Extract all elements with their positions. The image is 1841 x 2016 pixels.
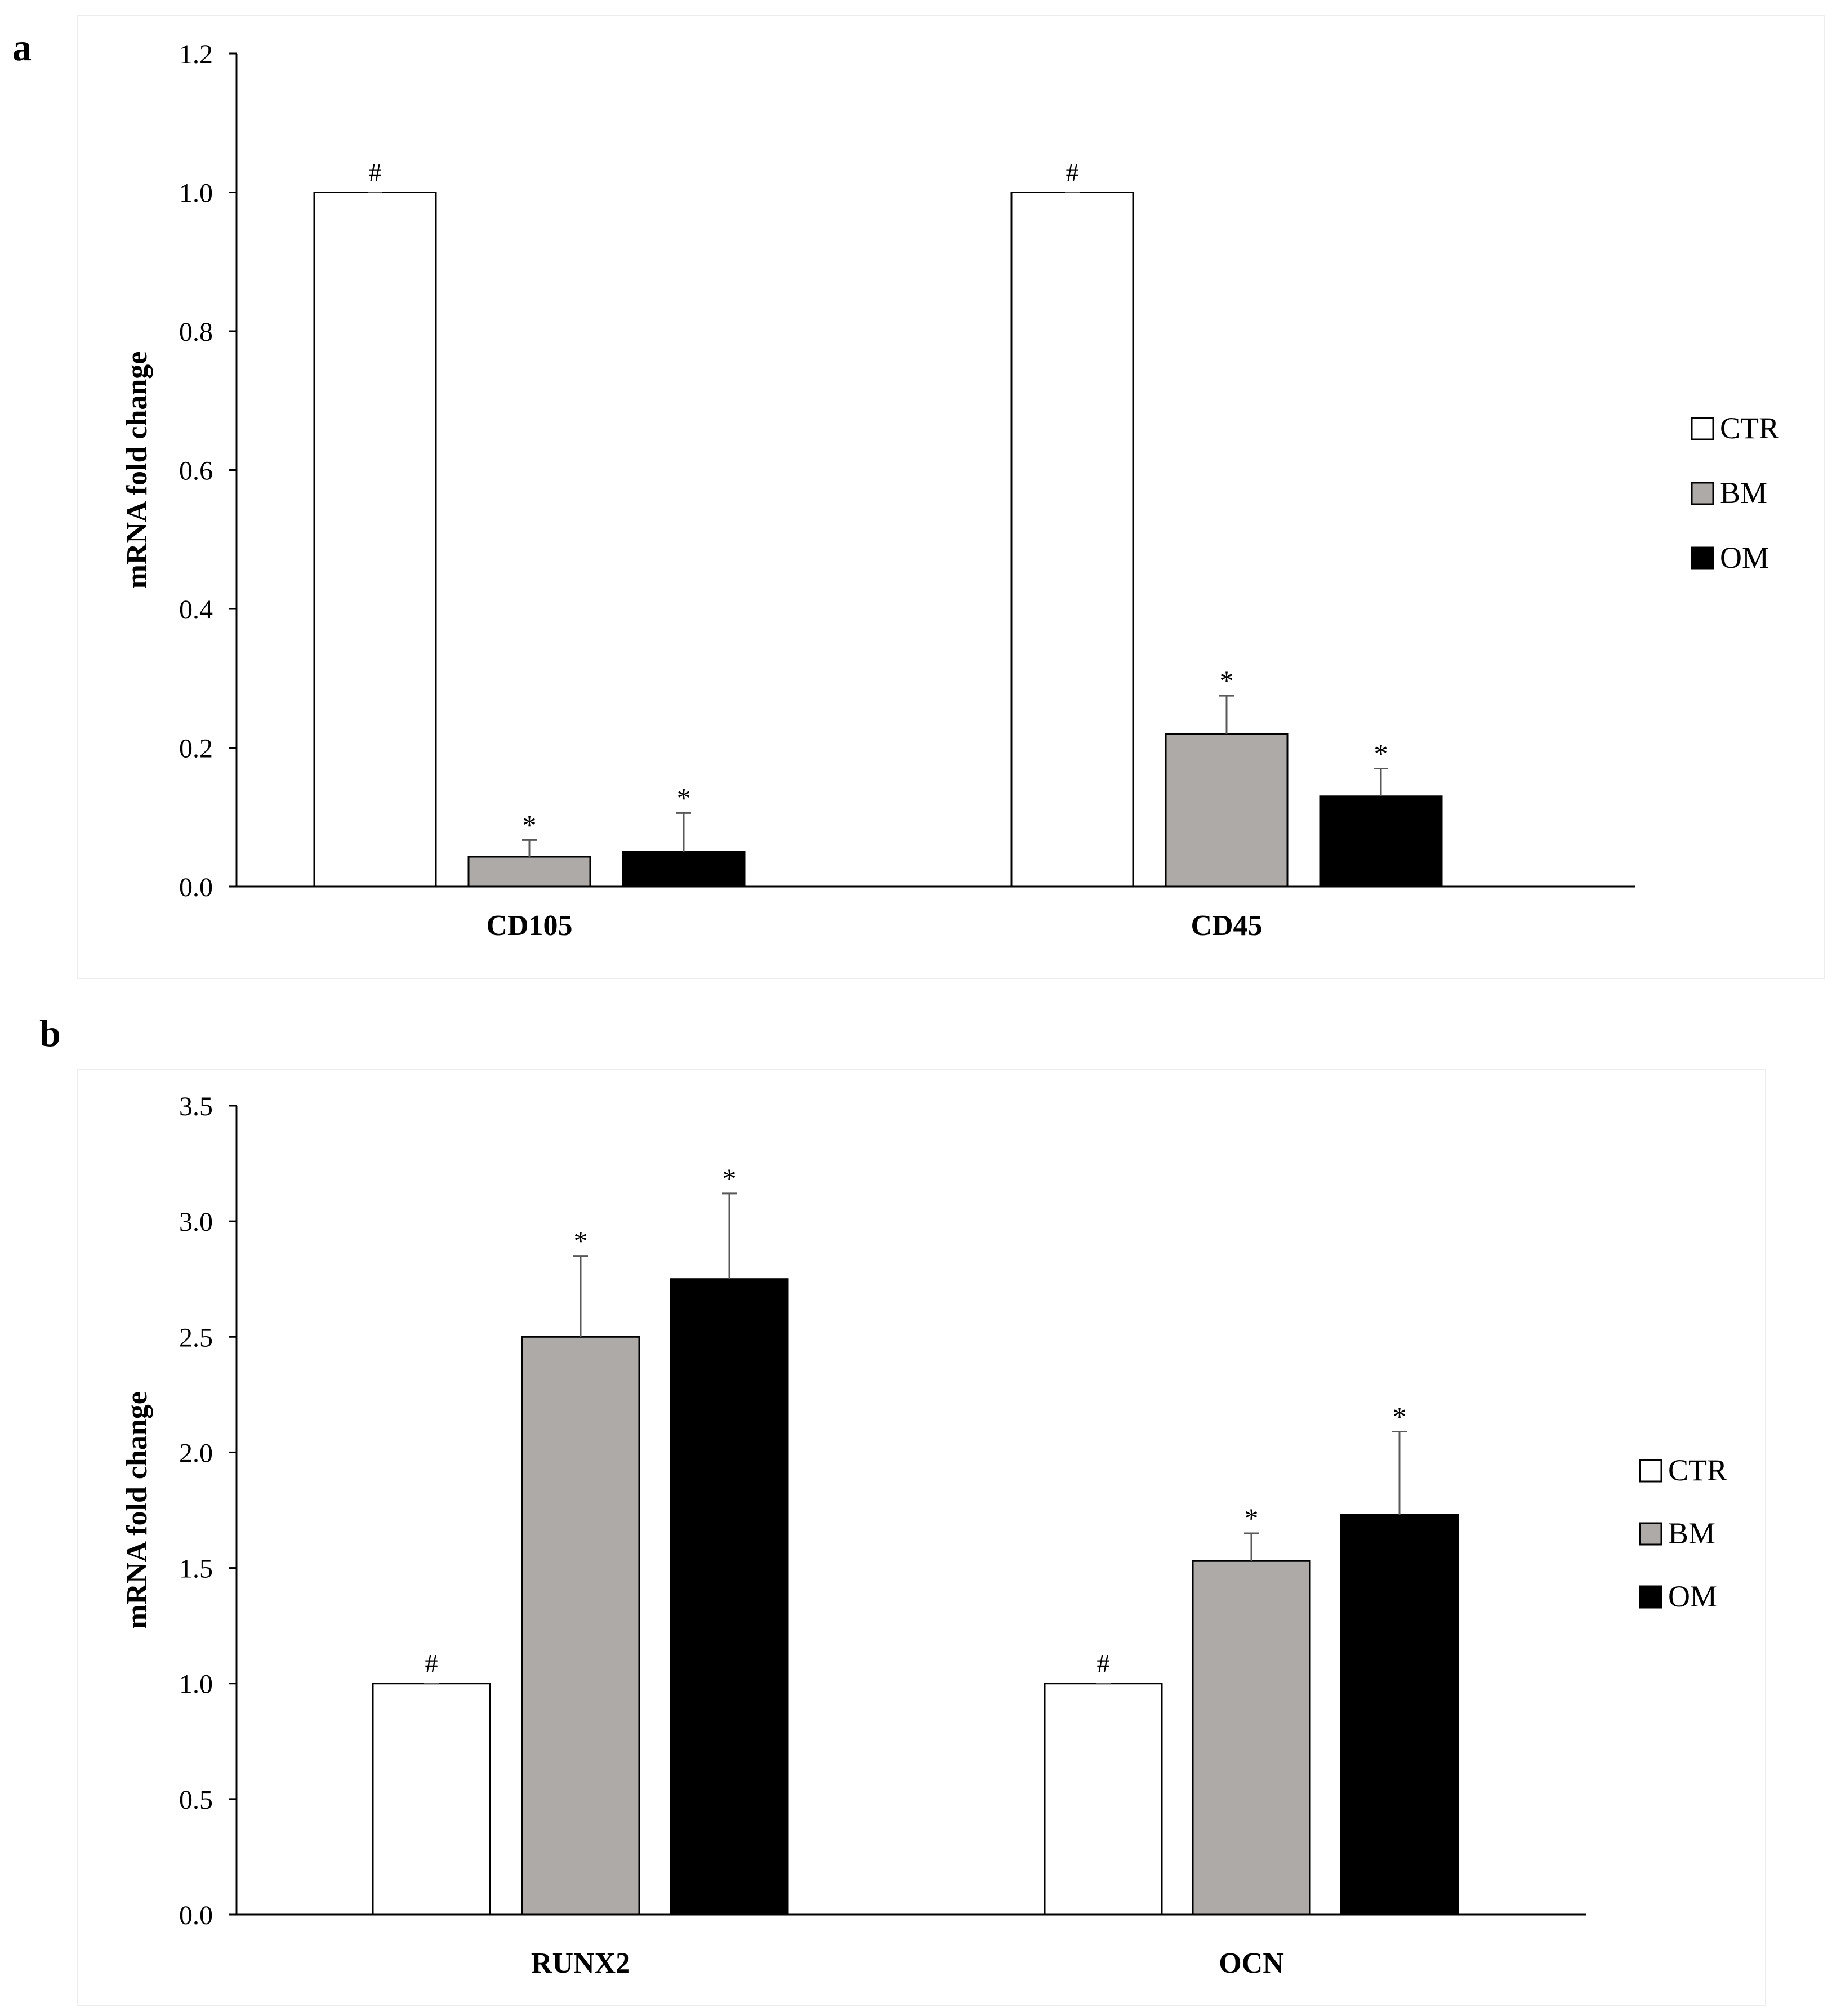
y-tick-label: 0.4 [179, 595, 213, 625]
y-tick-label: 1.0 [179, 179, 213, 208]
x-category-label: OCN [1219, 1947, 1284, 1979]
legend-label-bm: BM [1668, 1516, 1715, 1550]
y-tick-label: 0.0 [179, 1901, 213, 1930]
bar-om-ocn [1340, 1514, 1459, 1916]
bar-ctr-ocn [1044, 1683, 1163, 1916]
significance-marker: * [523, 809, 537, 840]
x-category-label: CD105 [486, 910, 572, 942]
significance-marker: * [1374, 737, 1388, 769]
significance-marker: # [1066, 158, 1079, 187]
y-tick-label: 1.0 [179, 1670, 213, 1699]
significance-marker: * [1220, 665, 1234, 696]
significance-marker: * [723, 1163, 737, 1194]
y-tick-label: 0.6 [179, 456, 213, 486]
y-tick-label: 0.0 [179, 873, 213, 902]
panel-b-label: b [39, 1012, 61, 1054]
legend-swatch-om [1639, 1585, 1662, 1609]
y-tick-label: 0.2 [179, 734, 213, 764]
legend-label-om: OM [1668, 1579, 1717, 1613]
legend-label-ctr: CTR [1720, 411, 1779, 445]
legend-swatch-bm [1639, 1522, 1662, 1546]
bar-ctr-cd105 [313, 192, 437, 888]
y-axis-title: mRNA fold change [121, 1391, 153, 1629]
bar-om-runx2 [670, 1278, 789, 1916]
legend-label-bm: BM [1720, 476, 1767, 510]
y-tick-label: 1.2 [179, 39, 213, 69]
bar-om-cd105 [622, 851, 746, 888]
significance-marker: # [369, 158, 382, 187]
significance-marker: * [574, 1225, 588, 1257]
bar-bm-runx2 [521, 1336, 640, 1916]
significance-marker: * [1393, 1401, 1407, 1432]
y-tick-label: 0.5 [179, 1785, 213, 1815]
x-category-label: CD45 [1191, 910, 1262, 942]
bar-bm-ocn [1192, 1560, 1311, 1916]
legend-swatch-ctr [1691, 417, 1714, 440]
y-tick-label: 3.0 [179, 1207, 213, 1237]
panel-b-frame [77, 1069, 1766, 2006]
y-tick-label: 2.0 [179, 1438, 213, 1468]
significance-marker: # [425, 1649, 438, 1678]
significance-marker: # [1097, 1649, 1110, 1678]
panel-a-label: a [12, 26, 32, 69]
legend-swatch-bm [1691, 482, 1714, 505]
bar-ctr-runx2 [372, 1683, 491, 1916]
legend-label-ctr: CTR [1668, 1453, 1727, 1487]
bar-bm-cd105 [467, 856, 591, 888]
bar-om-cd45 [1319, 795, 1443, 888]
y-tick-label: 0.8 [179, 317, 213, 347]
x-category-label: RUNX2 [531, 1947, 630, 1979]
y-tick-label: 2.5 [179, 1323, 213, 1352]
significance-marker: * [677, 782, 691, 813]
y-axis-title: mRNA fold change [121, 351, 153, 589]
y-tick-label: 3.5 [179, 1092, 213, 1122]
bar-ctr-cd45 [1010, 192, 1134, 888]
bar-bm-cd45 [1165, 733, 1289, 888]
legend-label-om: OM [1720, 541, 1769, 575]
legend-swatch-ctr [1639, 1459, 1662, 1483]
y-tick-label: 1.5 [179, 1554, 213, 1584]
legend-swatch-om [1691, 546, 1714, 570]
significance-marker: * [1245, 1502, 1259, 1534]
